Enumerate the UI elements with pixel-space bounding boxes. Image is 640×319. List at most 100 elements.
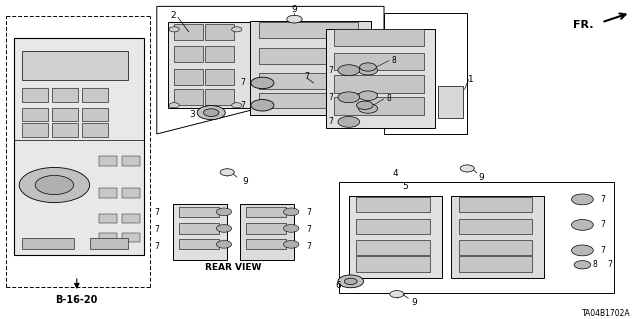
Circle shape [284, 225, 299, 232]
Bar [356, 197, 430, 212]
Text: 7: 7 [600, 195, 605, 204]
Bar [205, 69, 234, 85]
Text: FR.: FR. [573, 19, 594, 30]
Text: 7: 7 [328, 66, 333, 75]
Bar [122, 233, 140, 242]
Bar [122, 188, 140, 198]
Bar [99, 233, 117, 242]
Circle shape [338, 275, 364, 288]
Circle shape [338, 92, 360, 103]
Text: 7: 7 [154, 208, 159, 217]
Circle shape [220, 169, 234, 176]
Circle shape [358, 65, 378, 75]
Circle shape [460, 165, 474, 172]
Bar [240, 204, 294, 260]
Bar [22, 51, 128, 80]
Circle shape [358, 104, 378, 113]
Bar [459, 197, 532, 212]
Bar [205, 89, 234, 105]
Circle shape [572, 194, 593, 205]
Circle shape [169, 27, 179, 32]
Bar [259, 48, 358, 64]
Circle shape [169, 103, 179, 108]
Bar [334, 75, 424, 93]
Text: 7: 7 [306, 242, 311, 251]
Bar [22, 123, 48, 137]
Bar [174, 89, 203, 105]
Circle shape [287, 15, 302, 23]
Bar [179, 223, 219, 234]
Text: TA04B1702A: TA04B1702A [582, 309, 630, 318]
Bar [22, 238, 74, 249]
Bar [349, 196, 442, 278]
Text: 8: 8 [593, 260, 598, 269]
Circle shape [197, 106, 225, 120]
Bar [246, 239, 286, 249]
Bar [22, 88, 48, 102]
Bar [173, 204, 227, 260]
Text: 7: 7 [600, 246, 605, 255]
Bar [326, 29, 435, 128]
Bar [356, 256, 430, 272]
Circle shape [35, 175, 74, 195]
Bar [250, 21, 371, 115]
Text: 7: 7 [306, 225, 311, 234]
Bar [451, 196, 544, 278]
Circle shape [390, 291, 404, 298]
Bar [259, 93, 358, 108]
Text: 7: 7 [154, 242, 159, 251]
Text: 8: 8 [387, 94, 392, 103]
Text: 7: 7 [154, 225, 159, 234]
Bar [99, 214, 117, 223]
Text: 6: 6 [335, 281, 340, 290]
Bar [459, 240, 532, 255]
Bar [179, 207, 219, 217]
Circle shape [338, 116, 360, 127]
Circle shape [358, 91, 378, 100]
Bar [246, 223, 286, 234]
Bar [168, 22, 251, 108]
Bar [438, 86, 463, 118]
Bar [82, 123, 108, 137]
Circle shape [251, 100, 274, 111]
Text: REAR VIEW: REAR VIEW [205, 263, 262, 272]
Circle shape [572, 219, 593, 230]
Polygon shape [14, 38, 144, 255]
Bar [459, 219, 532, 234]
Circle shape [284, 241, 299, 248]
Circle shape [216, 208, 232, 216]
Bar [52, 123, 78, 137]
Bar [459, 256, 532, 272]
Circle shape [204, 109, 219, 116]
Circle shape [574, 261, 591, 269]
Bar [82, 88, 108, 102]
Text: 9: 9 [412, 298, 417, 307]
Text: 7: 7 [305, 72, 310, 81]
Circle shape [356, 101, 373, 109]
Bar [334, 29, 424, 46]
Circle shape [251, 77, 274, 89]
Bar [259, 22, 358, 38]
Bar [179, 239, 219, 249]
Circle shape [360, 63, 376, 71]
Text: 7: 7 [607, 260, 612, 269]
Bar [356, 219, 430, 234]
Text: 7: 7 [241, 78, 246, 87]
Bar [205, 46, 234, 62]
Circle shape [284, 208, 299, 216]
Text: 2: 2 [170, 11, 175, 20]
Circle shape [232, 27, 242, 32]
Bar [90, 238, 128, 249]
Bar [334, 53, 424, 70]
Bar [246, 207, 286, 217]
Bar [122, 214, 140, 223]
Text: 7: 7 [328, 117, 333, 126]
Text: 7: 7 [600, 220, 605, 229]
Bar [99, 156, 117, 166]
Bar [174, 46, 203, 62]
Bar [122, 156, 140, 166]
Text: 3: 3 [189, 110, 195, 119]
Text: 5: 5 [403, 182, 408, 191]
Bar [99, 188, 117, 198]
Circle shape [232, 103, 242, 108]
